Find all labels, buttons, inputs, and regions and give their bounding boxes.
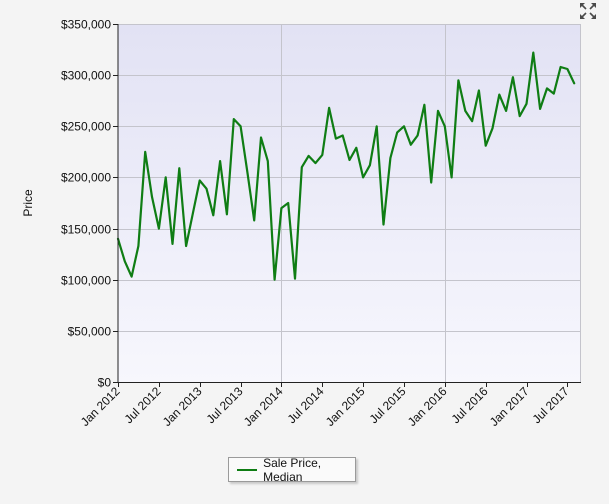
plot-area	[118, 24, 581, 382]
y-tick-label: $250,000	[61, 120, 111, 134]
axes	[117, 24, 581, 383]
legend-swatch	[237, 468, 258, 471]
x-tick-label: Jul 2012	[122, 384, 164, 426]
chart-legend: Sale Price, Median	[228, 455, 356, 484]
y-tick-label: $200,000	[61, 171, 111, 185]
x-tick-label: Jan 2016	[405, 384, 450, 429]
y-tick-label: $350,000	[61, 18, 111, 32]
y-axis-title: Price	[21, 189, 35, 217]
x-tick-label: Jul 2015	[367, 384, 409, 426]
y-tick-label: $300,000	[61, 69, 111, 83]
gridlines	[118, 24, 581, 382]
y-tick-label: $0	[98, 376, 112, 390]
x-tick-label: Jan 2015	[323, 384, 368, 429]
x-tick-label: Jan 2013	[160, 384, 205, 429]
x-tick-label: Jul 2014	[285, 384, 327, 426]
x-tick-label: Jul 2017	[530, 384, 572, 426]
x-tick-label: Jan 2017	[487, 384, 532, 429]
expand-icon[interactable]	[579, 2, 597, 20]
x-tick-label: Jan 2012	[78, 384, 123, 429]
y-tick-label: $50,000	[68, 325, 112, 339]
legend-label: Sale Price, Median	[263, 455, 322, 484]
series-line-sale-price-median	[116, 51, 576, 281]
x-tick-label: Jan 2014	[241, 384, 286, 429]
y-tick-label: $100,000	[61, 274, 111, 288]
x-tick-label: Jul 2013	[204, 384, 246, 426]
x-tick-label: Jul 2016	[449, 384, 491, 426]
y-axis-ticks: $0 $50,000 $100,000 $150,000 $200,000 $250,00…	[61, 18, 118, 390]
y-tick-label: $150,000	[61, 223, 111, 237]
